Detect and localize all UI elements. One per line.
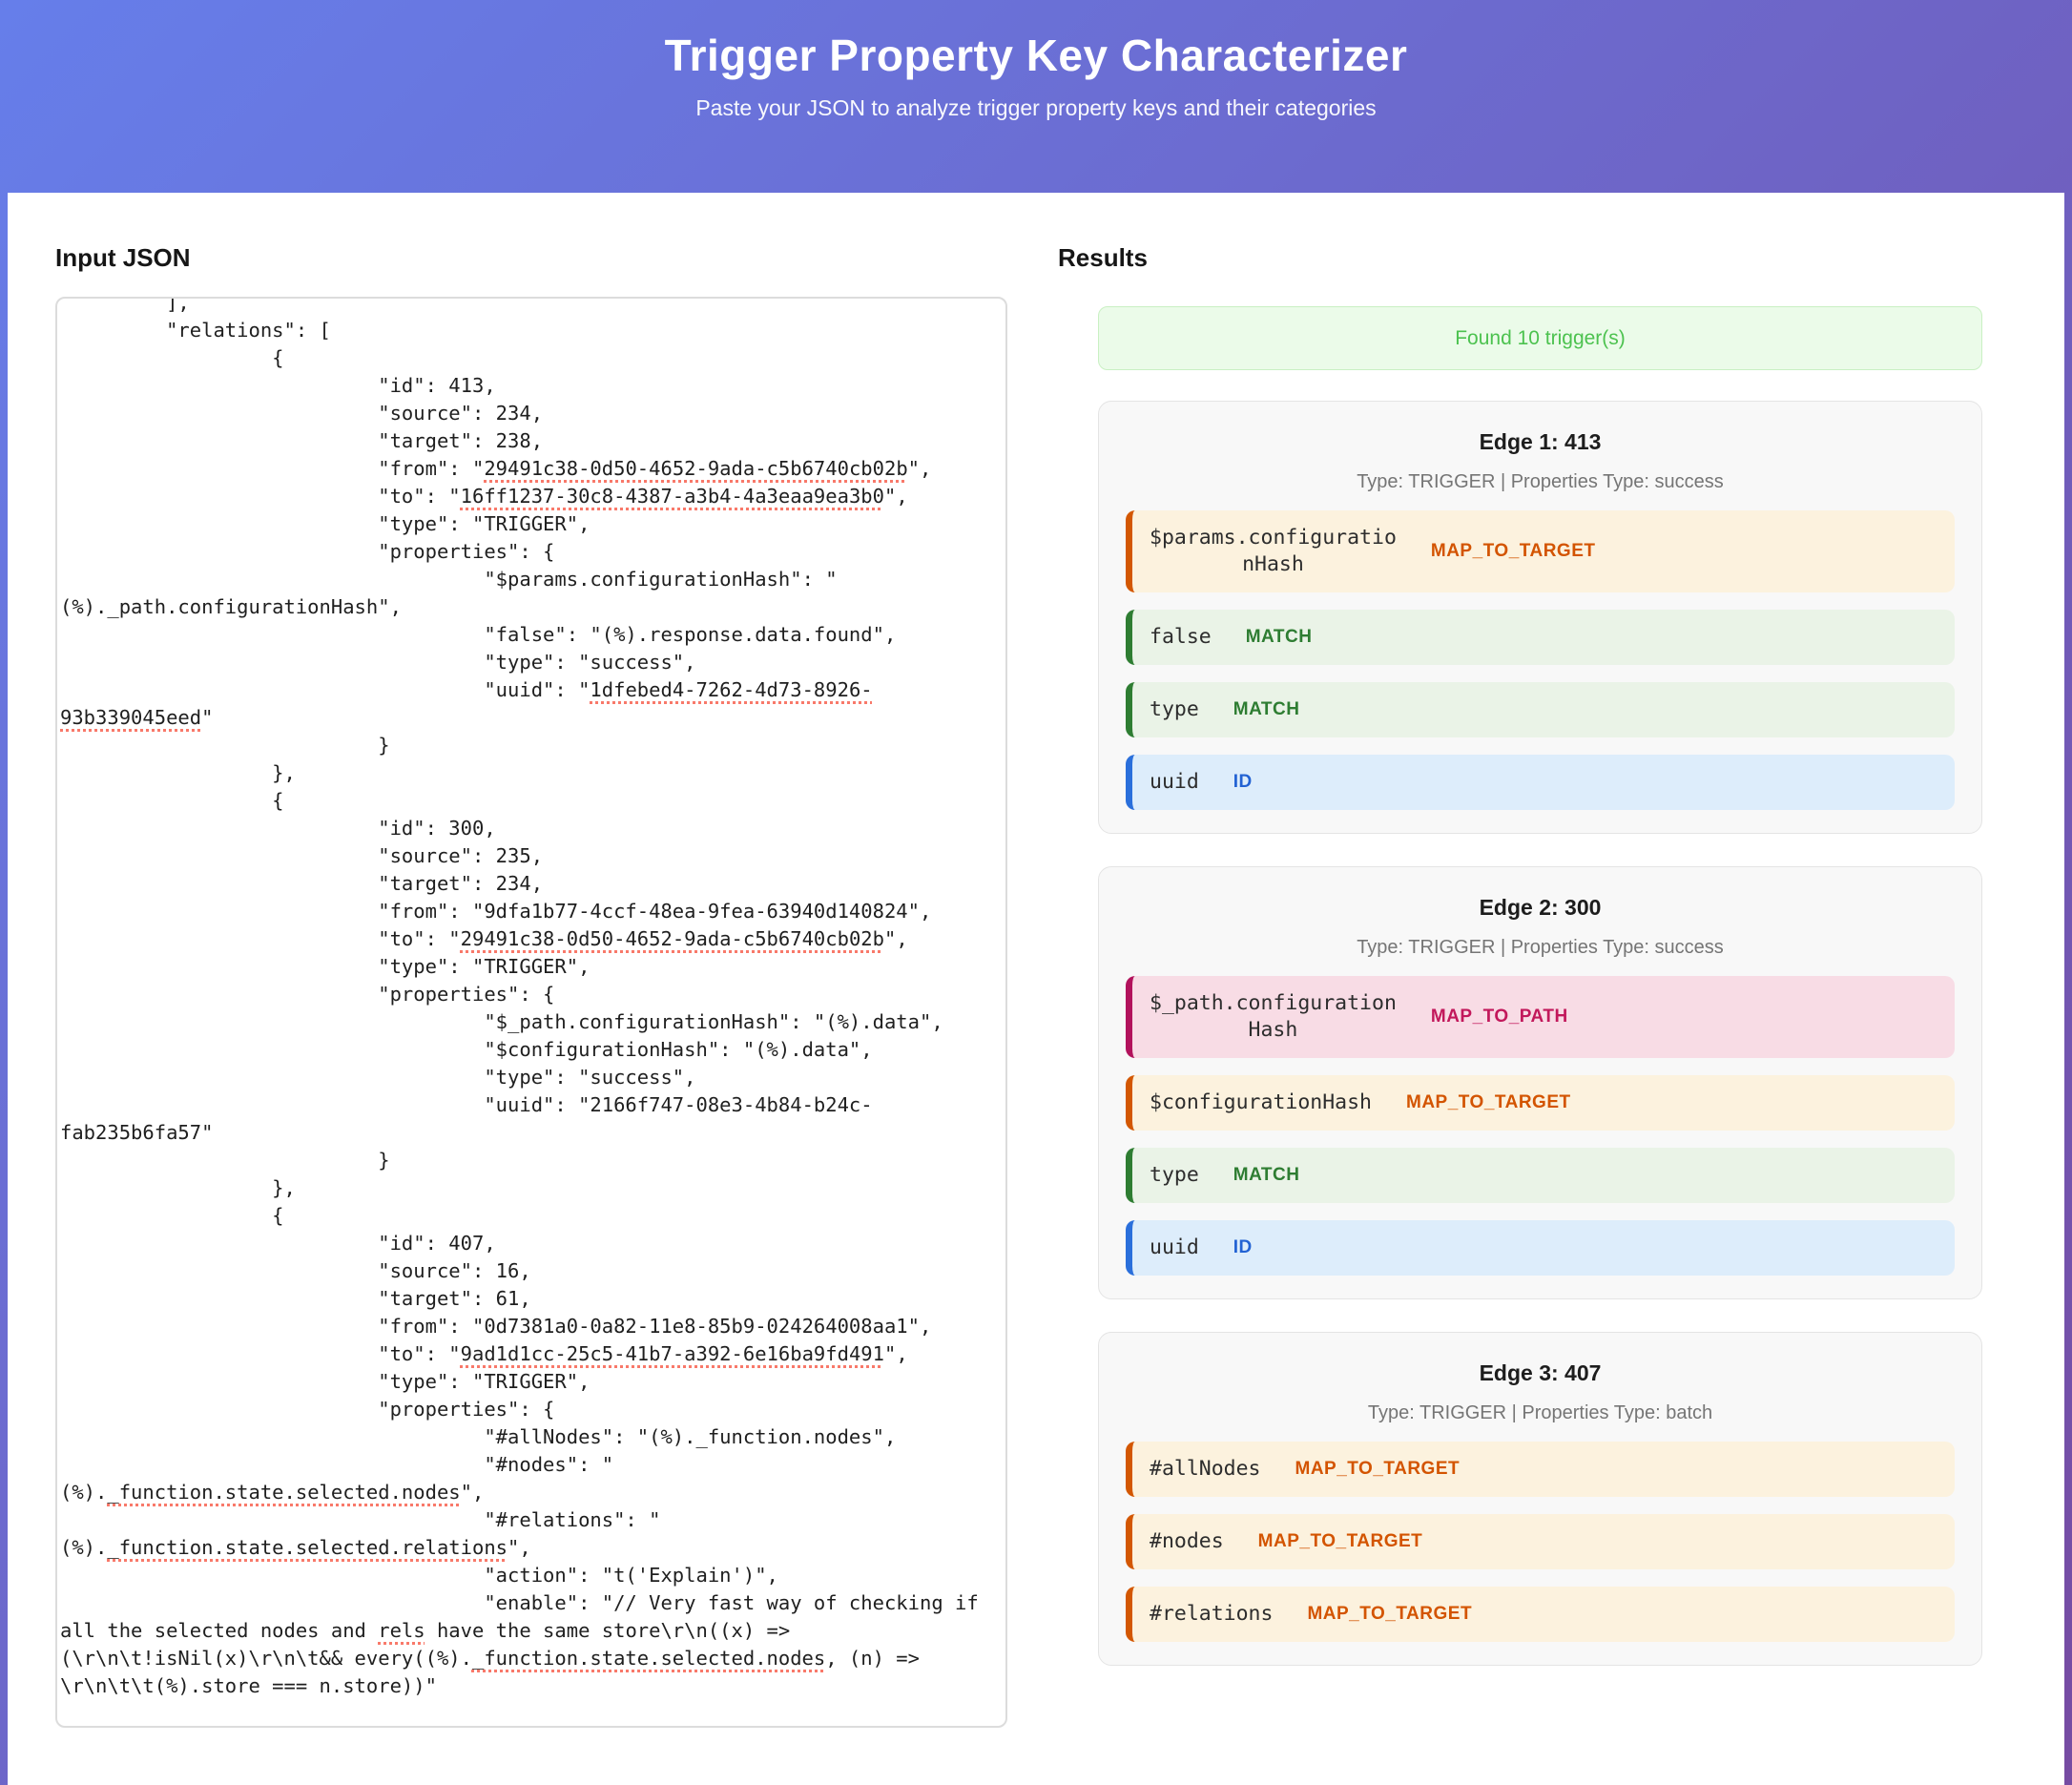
property-category-badge: MATCH bbox=[1233, 1165, 1300, 1185]
property-key: $params.configurationHash bbox=[1150, 526, 1397, 576]
property-category-badge: MATCH bbox=[1245, 627, 1313, 647]
property-row: uuid ID bbox=[1126, 1220, 1955, 1276]
property-row: type MATCH bbox=[1126, 1148, 1955, 1203]
edge-title: Edge 1: 413 bbox=[1479, 429, 1602, 454]
edge-meta: Type: TRIGGER | Properties Type: success bbox=[1357, 937, 1724, 958]
property-row: $configurationHash MAP_TO_TARGET bbox=[1126, 1075, 1955, 1131]
property-category-badge: MATCH bbox=[1233, 699, 1300, 719]
edge-property-rows: $_path.configurationHash MAP_TO_PATH $co… bbox=[1126, 976, 1955, 1276]
edge-card-list: Edge 1: 413 Type: TRIGGER | Properties T… bbox=[1098, 401, 1982, 1666]
page-title: Trigger Property Key Characterizer bbox=[664, 31, 1408, 80]
input-json-heading: Input JSON bbox=[55, 243, 191, 272]
property-category-badge: MAP_TO_TARGET bbox=[1257, 1531, 1423, 1551]
edge-meta: Type: TRIGGER | Properties Type: batch bbox=[1367, 1402, 1713, 1423]
content-panel: Input JSON ], "relations": [ { "id": 413… bbox=[8, 193, 2064, 1785]
misspelled-token: 1dfebed4-7262-4d73-8926-93b339045eed bbox=[60, 678, 873, 729]
property-key: $configurationHash bbox=[1150, 1090, 1372, 1114]
input-json-panel: Input JSON ], "relations": [ { "id": 413… bbox=[55, 243, 1014, 1728]
app-header: Trigger Property Key Characterizer Paste… bbox=[0, 0, 2072, 193]
property-key: #relations bbox=[1150, 1602, 1274, 1626]
results-panel: Results Found 10 trigger(s) Edge 1: 413 … bbox=[1058, 243, 2017, 1728]
edge-card: Edge 2: 300 Type: TRIGGER | Properties T… bbox=[1098, 866, 1982, 1299]
property-key: uuid bbox=[1150, 1235, 1199, 1259]
property-row: #nodes MAP_TO_TARGET bbox=[1126, 1514, 1955, 1569]
edge-card: Edge 3: 407 Type: TRIGGER | Properties T… bbox=[1098, 1332, 1982, 1666]
edge-title: Edge 3: 407 bbox=[1479, 1360, 1602, 1385]
property-category-badge: ID bbox=[1233, 1237, 1253, 1257]
results-scroll-area[interactable]: Found 10 trigger(s) Edge 1: 413 Type: TR… bbox=[1058, 306, 2017, 1666]
property-row: false MATCH bbox=[1126, 610, 1955, 665]
property-row: $params.configurationHash MAP_TO_TARGET bbox=[1126, 510, 1955, 592]
edge-property-rows: $params.configurationHash MAP_TO_TARGET … bbox=[1126, 510, 1955, 810]
property-category-badge: MAP_TO_TARGET bbox=[1295, 1459, 1461, 1479]
property-key: $_path.configurationHash bbox=[1150, 991, 1397, 1042]
property-key: #nodes bbox=[1150, 1529, 1224, 1553]
property-category-badge: MAP_TO_TARGET bbox=[1307, 1604, 1473, 1624]
property-category-badge: MAP_TO_TARGET bbox=[1406, 1092, 1571, 1112]
property-category-badge: ID bbox=[1233, 772, 1253, 792]
property-category-badge: MAP_TO_TARGET bbox=[1430, 541, 1596, 561]
property-row: $_path.configurationHash MAP_TO_PATH bbox=[1126, 976, 1955, 1058]
trigger-count-banner: Found 10 trigger(s) bbox=[1098, 306, 1982, 370]
misspelled-token: _function.state.selected.nodes bbox=[471, 1647, 826, 1670]
edge-title: Edge 2: 300 bbox=[1479, 895, 1602, 920]
property-row: type MATCH bbox=[1126, 682, 1955, 737]
edge-property-rows: #allNodes MAP_TO_TARGET #nodes MAP_TO_TA… bbox=[1126, 1442, 1955, 1642]
property-row: #allNodes MAP_TO_TARGET bbox=[1126, 1442, 1955, 1497]
misspelled-token: 29491c38-0d50-4652-9ada-c5b6740cb02b bbox=[484, 457, 908, 480]
page-subtitle: Paste your JSON to analyze trigger prope… bbox=[695, 95, 1377, 120]
property-key: false bbox=[1150, 625, 1212, 649]
property-row: #relations MAP_TO_TARGET bbox=[1126, 1587, 1955, 1642]
misspelled-token: 9ad1d1cc-25c5-41b7-a392-6e16ba9fd491 bbox=[460, 1342, 884, 1365]
misspelled-token: 29491c38-0d50-4652-9ada-c5b6740cb02b bbox=[460, 927, 884, 950]
json-input-text: ], "relations": [ { "id": 413, "source":… bbox=[60, 297, 979, 1697]
misspelled-token: rels bbox=[378, 1619, 425, 1642]
misspelled-token: 16ff1237-30c8-4387-a3b4-4a3eaa9ea3b0 bbox=[460, 485, 884, 508]
misspelled-token: _function.state.selected.relations bbox=[107, 1536, 508, 1559]
misspelled-token: _function.state.selected.nodes bbox=[107, 1481, 461, 1504]
property-category-badge: MAP_TO_PATH bbox=[1430, 1007, 1568, 1027]
edge-meta: Type: TRIGGER | Properties Type: success bbox=[1357, 471, 1724, 492]
edge-card: Edge 1: 413 Type: TRIGGER | Properties T… bbox=[1098, 401, 1982, 834]
property-key: type bbox=[1150, 1163, 1199, 1187]
json-input[interactable]: ], "relations": [ { "id": 413, "source":… bbox=[55, 297, 1007, 1728]
property-row: uuid ID bbox=[1126, 755, 1955, 810]
property-key: uuid bbox=[1150, 770, 1199, 794]
property-key: #allNodes bbox=[1150, 1457, 1261, 1481]
results-heading: Results bbox=[1058, 243, 1148, 272]
property-key: type bbox=[1150, 697, 1199, 721]
